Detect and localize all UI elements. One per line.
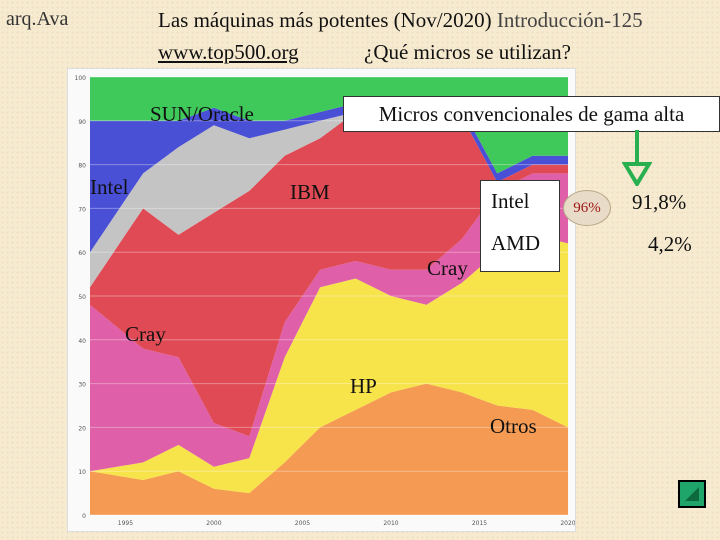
navigation-arrow-icon — [685, 487, 699, 501]
y-tick-label-10: 100 — [75, 75, 87, 82]
slide-number: Introducción-125 — [496, 8, 643, 32]
label-intel-left: Intel — [90, 175, 129, 199]
y-tick-label-6: 60 — [78, 250, 86, 257]
y-tick-label-7: 70 — [78, 206, 86, 213]
intel-amd-box: Intel AMD — [480, 180, 560, 272]
combined-share-badge: 96% — [563, 190, 611, 226]
y-tick-label-5: 50 — [78, 294, 86, 301]
label-ibm: IBM — [290, 180, 330, 204]
next-slide-button[interactable] — [678, 480, 706, 508]
x-tick-label-1: 2000 — [206, 520, 221, 527]
label-cray-left: Cray — [125, 322, 166, 346]
label-hp: HP — [350, 374, 377, 398]
y-tick-label-3: 30 — [78, 382, 86, 389]
micros-box: Micros convencionales de gama alta — [343, 96, 720, 132]
top500-link[interactable]: www.top500.org — [158, 40, 299, 64]
title-main: Las máquinas más potentes (Nov/2020) — [158, 8, 497, 32]
course-label: arq.Ava — [6, 8, 69, 30]
y-tick-label-0: 0 — [82, 513, 86, 520]
area-series-3 — [90, 112, 568, 437]
area-series-0 — [90, 383, 568, 515]
area-series-1 — [90, 234, 568, 494]
label-sun-oracle: SUN/Oracle — [150, 102, 254, 126]
stacked-area-chart: 0 10 20 30 40 50 60 70 80 90 100 1995 2000 2005 2010 20… — [75, 75, 576, 527]
intel-share-label: Intel — [491, 189, 530, 213]
amd-share-value: 4,2% — [648, 232, 692, 256]
x-tick-label-0: 1995 — [118, 520, 133, 527]
x-tick-label-5: 2020 — [560, 520, 575, 527]
y-tick-label-8: 80 — [78, 163, 86, 170]
slide-title: Las máquinas más potentes (Nov/2020) Int… — [158, 8, 643, 33]
y-tick-label-2: 20 — [78, 425, 86, 432]
y-tick-label-4: 40 — [78, 338, 86, 345]
x-tick-label-3: 2010 — [383, 520, 398, 527]
x-tick-label-4: 2015 — [472, 520, 487, 527]
intel-share-value: 91,8% — [632, 190, 687, 214]
chart-frame: 0 10 20 30 40 50 60 70 80 90 100 1995 2000 2005 2010 20… — [67, 68, 576, 532]
label-otros: Otros — [490, 414, 537, 438]
y-tick-label-1: 10 — [78, 469, 86, 476]
amd-share-label: AMD — [491, 231, 541, 255]
x-tick-label-2: 2005 — [295, 520, 310, 527]
question-text: ¿Qué micros se utilizan? — [364, 40, 572, 64]
area-series-4 — [90, 112, 568, 288]
y-tick-label-9: 90 — [78, 119, 86, 126]
label-cray-right: Cray — [427, 256, 468, 280]
down-arrow-icon — [622, 130, 652, 186]
